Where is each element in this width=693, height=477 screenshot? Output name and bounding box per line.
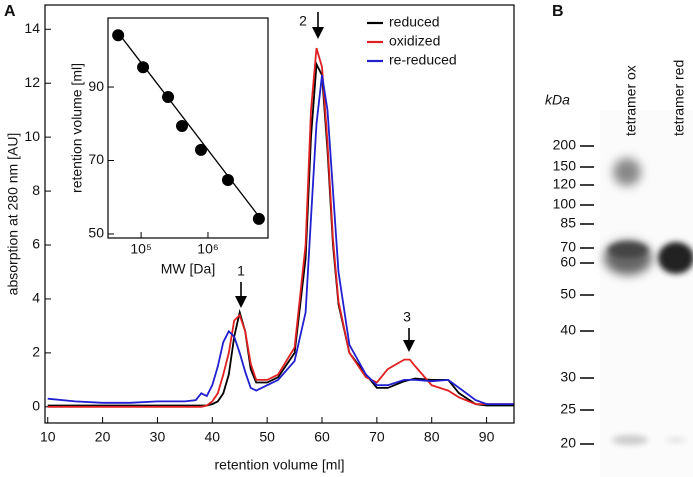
point [195, 143, 208, 156]
inset-chart: 10⁵ 10⁶ 50 70 90 MW [Da] retention volume [ml] [69, 17, 269, 277]
gel-background [600, 110, 693, 477]
y-tick-label: 8 [32, 182, 40, 198]
y-tick-label: 70 [88, 151, 104, 167]
plot-frame [44, 4, 515, 424]
fit-line [115, 29, 264, 222]
point [252, 212, 265, 225]
point [137, 61, 150, 74]
y-tick-label: 6 [32, 236, 40, 252]
band [613, 158, 641, 186]
marker-label: 100 [553, 196, 577, 212]
marker-label: 40 [560, 322, 576, 338]
y-tick-label: 4 [32, 290, 40, 306]
y-tick-label: 2 [32, 344, 40, 360]
marker-label: 200 [553, 137, 577, 153]
series-line [47, 47, 514, 408]
x-axis-label: MW [Da] [161, 261, 215, 277]
x-axis-label: retention volume [ml] [215, 457, 345, 473]
marker-label: 150 [553, 158, 577, 174]
x-tick-label: 30 [150, 429, 166, 445]
arrow-head [235, 296, 247, 308]
annotation: 2 [299, 13, 307, 29]
marker-label: 70 [560, 239, 576, 255]
unit-label: kDa [545, 92, 570, 108]
marker-label: 25 [560, 401, 576, 417]
panel-label: A [4, 3, 16, 20]
x-tick-label: 80 [424, 429, 440, 445]
y-tick-label: 14 [24, 20, 40, 36]
marker-label: 60 [560, 254, 576, 270]
x-tick-label: 70 [369, 429, 385, 445]
y-axis-label: absorption at 280 nm [AU] [5, 133, 21, 296]
marker-label: 20 [560, 435, 576, 451]
lane-label: tetramer ox [623, 65, 639, 136]
band [608, 242, 648, 258]
x-tick-label: 90 [479, 429, 495, 445]
legend-label: reduced [389, 14, 440, 30]
y-tick-label: 50 [88, 225, 104, 241]
y-tick-label: 90 [88, 78, 104, 94]
legend-label: oxidized [389, 33, 440, 49]
y-tick-label: 12 [24, 74, 40, 90]
panel-label: B [552, 3, 564, 20]
y-tick-label: 10 [24, 128, 40, 144]
marker-label: 120 [553, 176, 577, 192]
x-tick-label: 60 [314, 429, 330, 445]
band [612, 435, 648, 445]
point [112, 29, 125, 42]
x-tick-label: 40 [205, 429, 221, 445]
arrow-head [403, 340, 415, 352]
x-tick-label: 10⁵ [130, 241, 151, 257]
annotation: 3 [403, 309, 411, 325]
annotations: 1 2 3 [235, 12, 415, 352]
x-tick-label: 10⁶ [197, 241, 218, 257]
series-line [47, 74, 514, 405]
point [162, 90, 175, 103]
lane-label: tetramer red [671, 60, 687, 136]
marker-label: 85 [560, 215, 576, 231]
y-tick-label: 0 [32, 398, 40, 414]
legend-label: re-reduced [389, 52, 457, 68]
y-axis-label: retention volume [ml] [69, 63, 85, 193]
inset-frame [107, 17, 269, 239]
x-tick-label: 50 [259, 429, 275, 445]
point [221, 173, 234, 186]
annotation: 1 [237, 263, 245, 279]
arrow-head [312, 27, 324, 39]
band [658, 242, 693, 274]
band [666, 437, 686, 443]
marker-label: 50 [560, 286, 576, 302]
gel: kDa tetramer ox tetramer red 200 150 120 10… [545, 60, 693, 477]
x-tick-label: 20 [95, 429, 111, 445]
x-tick-label: 10 [40, 429, 56, 445]
point [176, 119, 189, 132]
marker-label: 30 [560, 369, 576, 385]
